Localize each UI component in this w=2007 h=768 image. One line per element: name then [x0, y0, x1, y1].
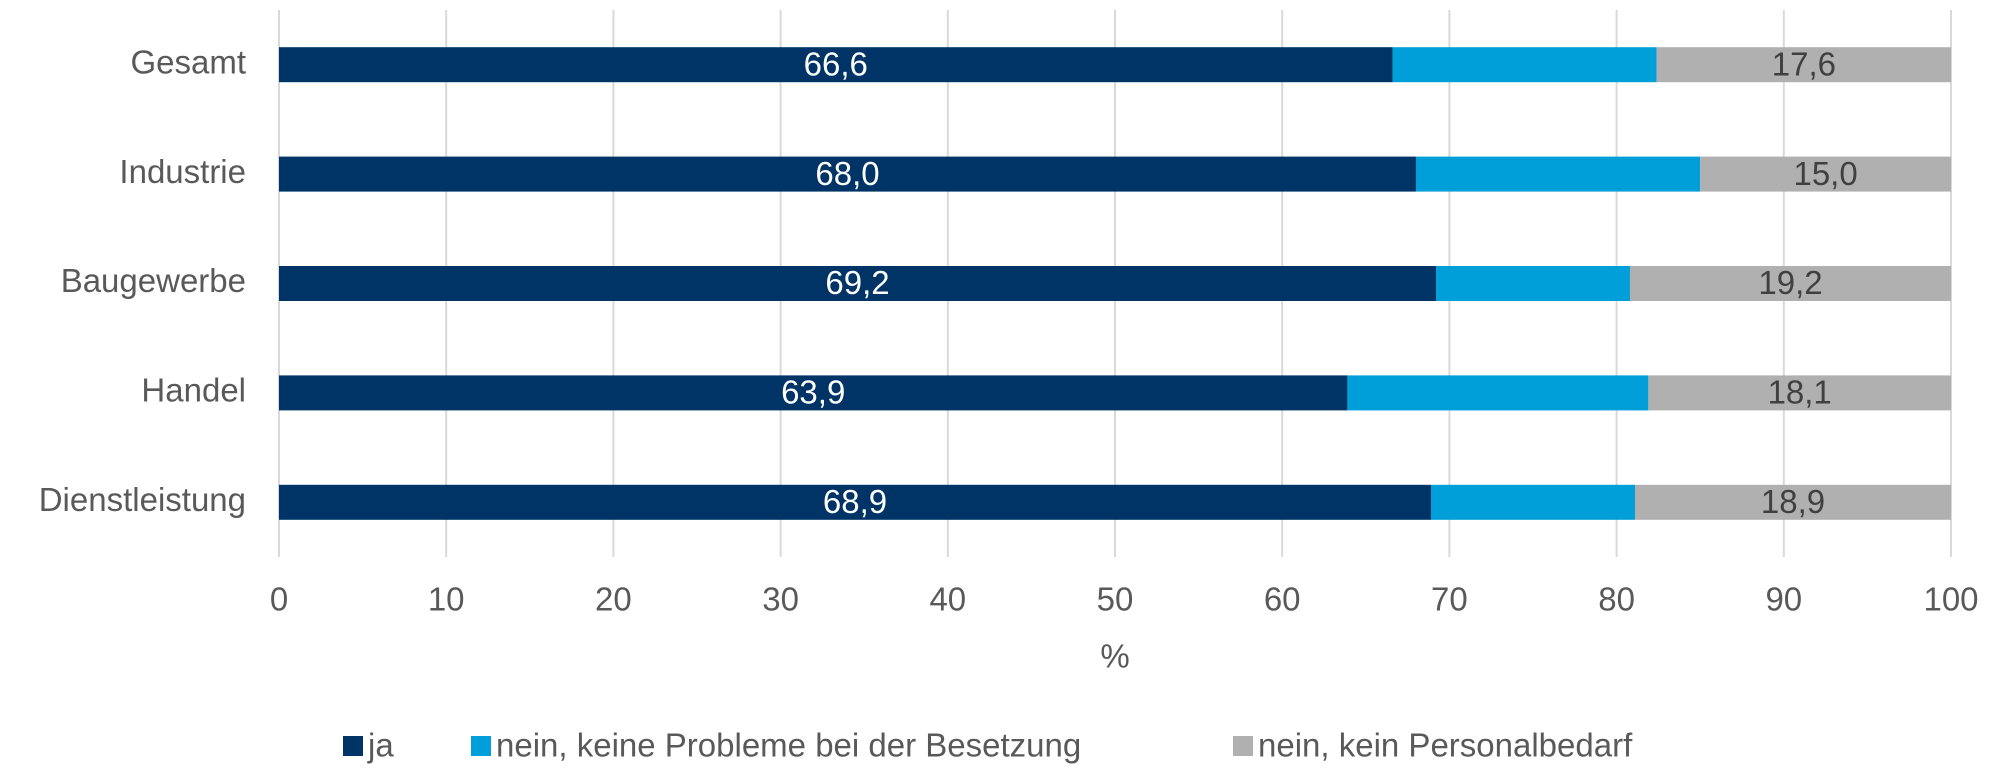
y-tick-label: Baugewerbe: [61, 262, 246, 299]
bar-segment: [279, 47, 1393, 83]
x-tick-label: 0: [270, 581, 288, 618]
legend-label: ja: [367, 727, 394, 764]
x-tick-label: 40: [929, 581, 966, 618]
legend-swatch: [343, 736, 363, 756]
bar-segment: [279, 375, 1348, 411]
x-axis-label: %: [1100, 638, 1129, 675]
bar-segment: [1629, 266, 1951, 301]
data-label: 68,0: [815, 155, 879, 192]
legend-swatch: [471, 736, 491, 756]
data-label: 66,6: [804, 45, 868, 82]
y-tick-label: Industrie: [119, 153, 246, 190]
legend-label: nein, keine Probleme bei der Besetzung: [496, 727, 1081, 764]
data-label: 18,1: [1768, 374, 1832, 411]
data-label: 63,9: [781, 374, 845, 411]
y-tick-label: Gesamt: [130, 43, 246, 80]
bar-segment: [1392, 47, 1657, 83]
x-tick-label: 80: [1598, 581, 1635, 618]
bar-segment: [279, 156, 1416, 192]
data-label: 68,9: [823, 483, 887, 520]
x-tick-label: 90: [1765, 581, 1802, 618]
data-label: 18,9: [1761, 483, 1825, 520]
x-tick-label: 10: [428, 581, 465, 618]
legend-swatch: [1233, 736, 1253, 756]
data-label: 69,2: [825, 264, 889, 301]
legend-label: nein, kein Personalbedarf: [1258, 727, 1633, 764]
bar-segment: [1656, 47, 1951, 83]
bar-segment: [1347, 375, 1649, 411]
data-label: 19,2: [1758, 264, 1822, 301]
bar-segment: [1415, 156, 1701, 192]
bar-segment: [1648, 375, 1951, 411]
bar-segment: [1436, 266, 1630, 301]
x-tick-label: 20: [595, 581, 632, 618]
data-label: 17,6: [1772, 45, 1836, 82]
x-tick-label: 30: [762, 581, 799, 618]
bar-segment: [279, 484, 1432, 520]
bar-segment: [279, 266, 1437, 301]
x-tick-label: 70: [1431, 581, 1468, 618]
bar-segment: [1700, 156, 1951, 192]
bar-segment: [1431, 484, 1635, 520]
x-tick-label: 100: [1923, 581, 1978, 618]
data-label: 15,0: [1793, 155, 1857, 192]
x-tick-label: 50: [1097, 581, 1134, 618]
bar-segment: [1634, 484, 1951, 520]
x-tick-label: 60: [1264, 581, 1301, 618]
y-tick-label: Handel: [141, 372, 246, 409]
y-tick-label: Dienstleistung: [39, 481, 246, 518]
